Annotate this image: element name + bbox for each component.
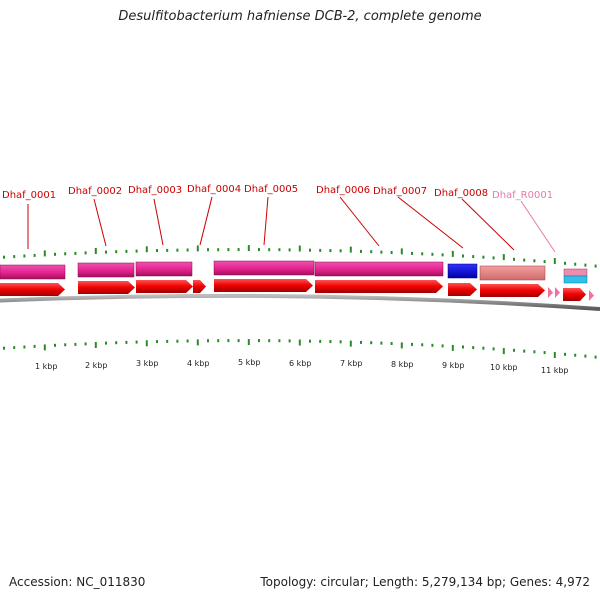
scale-label: 2 kbp xyxy=(85,361,107,370)
scale-label: 5 kbp xyxy=(238,358,260,367)
leader-dhaf-0006 xyxy=(339,196,380,247)
cds-arrow-2[interactable] xyxy=(78,281,135,294)
accession-text: Accession: NC_011830 xyxy=(9,575,146,589)
gene-labels: Dhaf_0001 Dhaf_0002 Dhaf_0003 Dhaf_0004 … xyxy=(2,184,553,201)
scale-label: 1 kbp xyxy=(35,362,57,371)
rna-bar-dhaf-r0001[interactable] xyxy=(563,268,588,277)
leader-dhaf-0005 xyxy=(263,196,269,246)
cds-arrow-6[interactable] xyxy=(315,280,443,293)
gene-label-rna[interactable]: Dhaf_R0001 xyxy=(492,190,553,201)
gene-bar-dhaf-0008[interactable] xyxy=(479,265,546,281)
gene-label[interactable]: Dhaf_0002 xyxy=(68,186,122,197)
gene-bar-dhaf-0006[interactable] xyxy=(314,261,444,277)
rna-bar-cyan[interactable] xyxy=(563,275,588,284)
cds-arrow-3[interactable] xyxy=(136,280,193,293)
gene-bar-dhaf-0002[interactable] xyxy=(77,262,135,278)
cds-arrow-5[interactable] xyxy=(214,279,313,292)
scale-label: 10 kbp xyxy=(490,363,518,372)
scale-label: 7 kbp xyxy=(340,359,362,368)
cds-arrow-8[interactable] xyxy=(480,284,545,297)
scale-label: 8 kbp xyxy=(391,360,413,369)
scale-label: 4 kbp xyxy=(187,359,209,368)
cds-arrow-7[interactable] xyxy=(448,283,477,296)
gene-label[interactable]: Dhaf_0008 xyxy=(434,188,488,199)
tick-row-upper xyxy=(3,245,597,268)
scale-label: 6 kbp xyxy=(289,359,311,368)
cds-track xyxy=(0,279,594,301)
gene-label[interactable]: Dhaf_0005 xyxy=(244,184,298,195)
gene-bar-dhaf-0001[interactable] xyxy=(0,264,66,280)
leader-dhaf-r0001 xyxy=(520,200,556,253)
genome-backbone xyxy=(0,293,600,311)
gene-label[interactable]: Dhaf_0007 xyxy=(373,186,427,197)
rna-arrow-2[interactable] xyxy=(555,287,560,298)
scale-label: 3 kbp xyxy=(136,359,158,368)
gene-label[interactable]: Dhaf_0003 xyxy=(128,185,182,196)
cds-arrow-4[interactable] xyxy=(193,280,206,293)
rna-arrow-3[interactable] xyxy=(589,290,594,301)
tick-row-lower xyxy=(3,339,597,359)
topology-summary: Topology: circular; Length: 5,279,134 bp… xyxy=(260,575,590,589)
cds-arrow-1[interactable] xyxy=(0,283,65,296)
gene-bar-dhaf-0003[interactable] xyxy=(135,261,193,277)
rna-arrow-1[interactable] xyxy=(548,287,553,298)
gene-bar-dhaf-0007[interactable] xyxy=(447,263,478,279)
leader-dhaf-0008 xyxy=(461,198,515,251)
scale-labels: 1 kbp 2 kbp 3 kbp 4 kbp 5 kbp 6 kbp 7 kb… xyxy=(35,358,569,375)
cds-arrow-9[interactable] xyxy=(563,288,586,301)
gene-label[interactable]: Dhaf_0004 xyxy=(187,184,241,195)
leader-dhaf-0003 xyxy=(153,198,164,246)
label-leaders xyxy=(27,196,556,253)
leader-dhaf-0002 xyxy=(93,198,107,247)
gene-label[interactable]: Dhaf_0001 xyxy=(2,190,56,201)
leader-dhaf-0004 xyxy=(199,196,213,246)
gene-label[interactable]: Dhaf_0006 xyxy=(316,185,370,196)
scale-label: 11 kbp xyxy=(541,366,569,375)
leader-dhaf-0007 xyxy=(397,196,464,249)
map-title: Desulfitobacterium hafniense DCB-2, comp… xyxy=(118,9,482,24)
feature-track xyxy=(0,260,588,284)
gene-bar-dhaf-0005[interactable] xyxy=(213,260,315,276)
scale-label: 9 kbp xyxy=(442,361,464,370)
